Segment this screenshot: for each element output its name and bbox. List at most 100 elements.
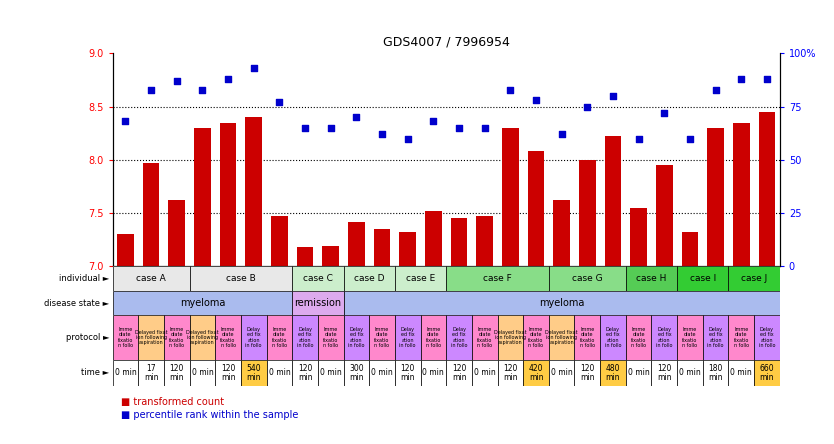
Text: 0 min: 0 min — [319, 369, 342, 377]
Bar — [425, 211, 442, 266]
Point — [349, 114, 363, 121]
Bar — [241, 315, 267, 360]
Bar — [575, 360, 600, 386]
Bar — [245, 117, 262, 266]
Bar — [344, 360, 369, 386]
Bar — [759, 112, 776, 266]
Text: Imme
diate
fixatio
n follo: Imme diate fixatio n follo — [682, 327, 698, 348]
Text: Delay
ed fix
ation
in follo: Delay ed fix ation in follo — [297, 327, 314, 348]
Text: myeloma: myeloma — [539, 298, 585, 308]
Bar — [117, 234, 133, 266]
Text: 120
min: 120 min — [169, 364, 184, 382]
Bar — [498, 360, 523, 386]
Bar — [728, 315, 754, 360]
Bar — [472, 360, 498, 386]
Bar — [369, 360, 394, 386]
Bar — [703, 315, 728, 360]
Point — [580, 103, 594, 110]
Text: Imme
diate
fixatio
n follo: Imme diate fixatio n follo — [631, 327, 646, 348]
Bar — [626, 315, 651, 360]
Bar — [733, 123, 750, 266]
Text: 120
min: 120 min — [400, 364, 415, 382]
Text: 0 min: 0 min — [474, 369, 495, 377]
Text: ■ percentile rank within the sample: ■ percentile rank within the sample — [121, 410, 299, 420]
Bar — [754, 360, 780, 386]
Bar — [394, 266, 446, 291]
Bar — [189, 315, 215, 360]
Point — [683, 135, 696, 142]
Bar — [241, 360, 267, 386]
Bar — [600, 315, 626, 360]
Bar — [292, 291, 344, 315]
Point — [247, 65, 260, 72]
Text: Delay
ed fix
ation
in follo: Delay ed fix ation in follo — [348, 327, 364, 348]
Bar — [677, 315, 703, 360]
Text: case I: case I — [690, 274, 716, 283]
Point — [144, 86, 158, 93]
Text: Delay
ed fix
ation
in follo: Delay ed fix ation in follo — [399, 327, 416, 348]
Bar — [502, 128, 519, 266]
Bar — [292, 266, 344, 291]
Bar — [446, 315, 472, 360]
Bar — [323, 246, 339, 266]
Bar — [215, 315, 241, 360]
Text: Imme
diate
fixatio
n follo: Imme diate fixatio n follo — [323, 327, 339, 348]
Text: 0 min: 0 min — [371, 369, 393, 377]
Point — [324, 124, 338, 131]
Point — [427, 118, 440, 125]
Point — [170, 77, 183, 84]
Bar — [446, 266, 549, 291]
Text: 0 min: 0 min — [192, 369, 214, 377]
Point — [555, 131, 568, 138]
Text: 0 min: 0 min — [114, 369, 136, 377]
Text: 120
min: 120 min — [657, 364, 671, 382]
Text: Delayed fixat
ion following
aspiration: Delayed fixat ion following aspiration — [135, 329, 168, 345]
Bar — [267, 315, 292, 360]
Text: Imme
diate
fixatio
n follo: Imme diate fixatio n follo — [580, 327, 595, 348]
Bar — [292, 360, 318, 386]
Bar — [681, 232, 698, 266]
Text: time ►: time ► — [81, 369, 109, 377]
Bar — [113, 315, 138, 360]
Bar — [267, 360, 292, 386]
Bar — [189, 360, 215, 386]
Bar — [498, 315, 523, 360]
Text: 0 min: 0 min — [550, 369, 573, 377]
Text: 0 min: 0 min — [679, 369, 701, 377]
Bar — [600, 360, 626, 386]
Text: GDS4007 / 7996954: GDS4007 / 7996954 — [383, 36, 510, 49]
Text: case H: case H — [636, 274, 666, 283]
Text: Imme
diate
fixatio
n follo: Imme diate fixatio n follo — [374, 327, 389, 348]
Bar — [553, 200, 570, 266]
Text: Delay
ed fix
ation
in follo: Delay ed fix ation in follo — [759, 327, 776, 348]
Text: Imme
diate
fixatio
n follo: Imme diate fixatio n follo — [169, 327, 184, 348]
Text: individual ►: individual ► — [59, 274, 109, 283]
Bar — [728, 360, 754, 386]
Bar — [219, 123, 236, 266]
Text: Imme
diate
fixatio
n follo: Imme diate fixatio n follo — [118, 327, 133, 348]
Bar — [450, 218, 467, 266]
Point — [606, 92, 620, 99]
Text: case C: case C — [303, 274, 333, 283]
Text: Delayed fixat
ion following
aspiration: Delayed fixat ion following aspiration — [545, 329, 578, 345]
Text: Imme
diate
fixatio
n follo: Imme diate fixatio n follo — [272, 327, 287, 348]
Text: Delay
ed fix
ation
in follo: Delay ed fix ation in follo — [707, 327, 724, 348]
Bar — [164, 315, 189, 360]
Bar — [631, 208, 647, 266]
Point — [196, 86, 209, 93]
Text: 660
min: 660 min — [760, 364, 774, 382]
Bar — [523, 360, 549, 386]
Text: 540
min: 540 min — [246, 364, 261, 382]
Text: 180
min: 180 min — [708, 364, 723, 382]
Bar — [651, 360, 677, 386]
Text: 17
min: 17 min — [143, 364, 158, 382]
Bar — [374, 229, 390, 266]
Text: protocol ►: protocol ► — [66, 333, 109, 342]
Text: Imme
diate
fixatio
n follo: Imme diate fixatio n follo — [734, 327, 749, 348]
Point — [478, 124, 491, 131]
Bar — [476, 216, 493, 266]
Bar — [549, 360, 575, 386]
Bar — [215, 360, 241, 386]
Bar — [446, 360, 472, 386]
Text: case F: case F — [483, 274, 512, 283]
